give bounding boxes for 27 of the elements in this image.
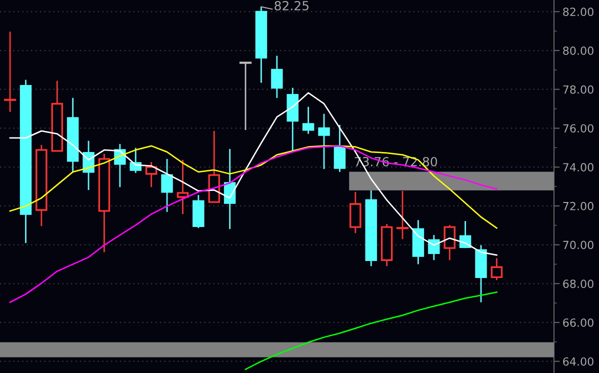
line-series (9, 145, 498, 303)
candlestick (318, 113, 330, 170)
candlestick (161, 158, 173, 213)
candlestick (350, 191, 362, 234)
line-series (244, 291, 498, 370)
y-tick-label: 72.00 (563, 202, 594, 210)
y-tick-label: 70.00 (563, 240, 594, 250)
y-tick-label: 74.00 (563, 163, 594, 172)
candlestick (4, 30, 16, 113)
annotation: 82.25 (274, 0, 308, 10)
y-tick-label: 64.00 (563, 357, 594, 366)
candlestick (412, 219, 424, 265)
candlestick (271, 55, 283, 99)
candlestick (286, 87, 298, 153)
candlestick (176, 159, 189, 215)
candlestick (66, 97, 79, 173)
line-series (9, 145, 498, 229)
y-tick-label: 68.00 (563, 280, 594, 288)
candlestick (396, 190, 409, 240)
y-tick-label: 76.00 (563, 124, 594, 133)
candlestick (20, 79, 32, 244)
line-series (9, 92, 498, 256)
candlestick (365, 190, 377, 267)
y-tick-label: 82.00 (563, 8, 594, 16)
y-tick-label: 80.00 (563, 46, 594, 55)
y-tick-label: 78.00 (563, 85, 594, 94)
y-tick-label: 66.00 (563, 318, 594, 327)
